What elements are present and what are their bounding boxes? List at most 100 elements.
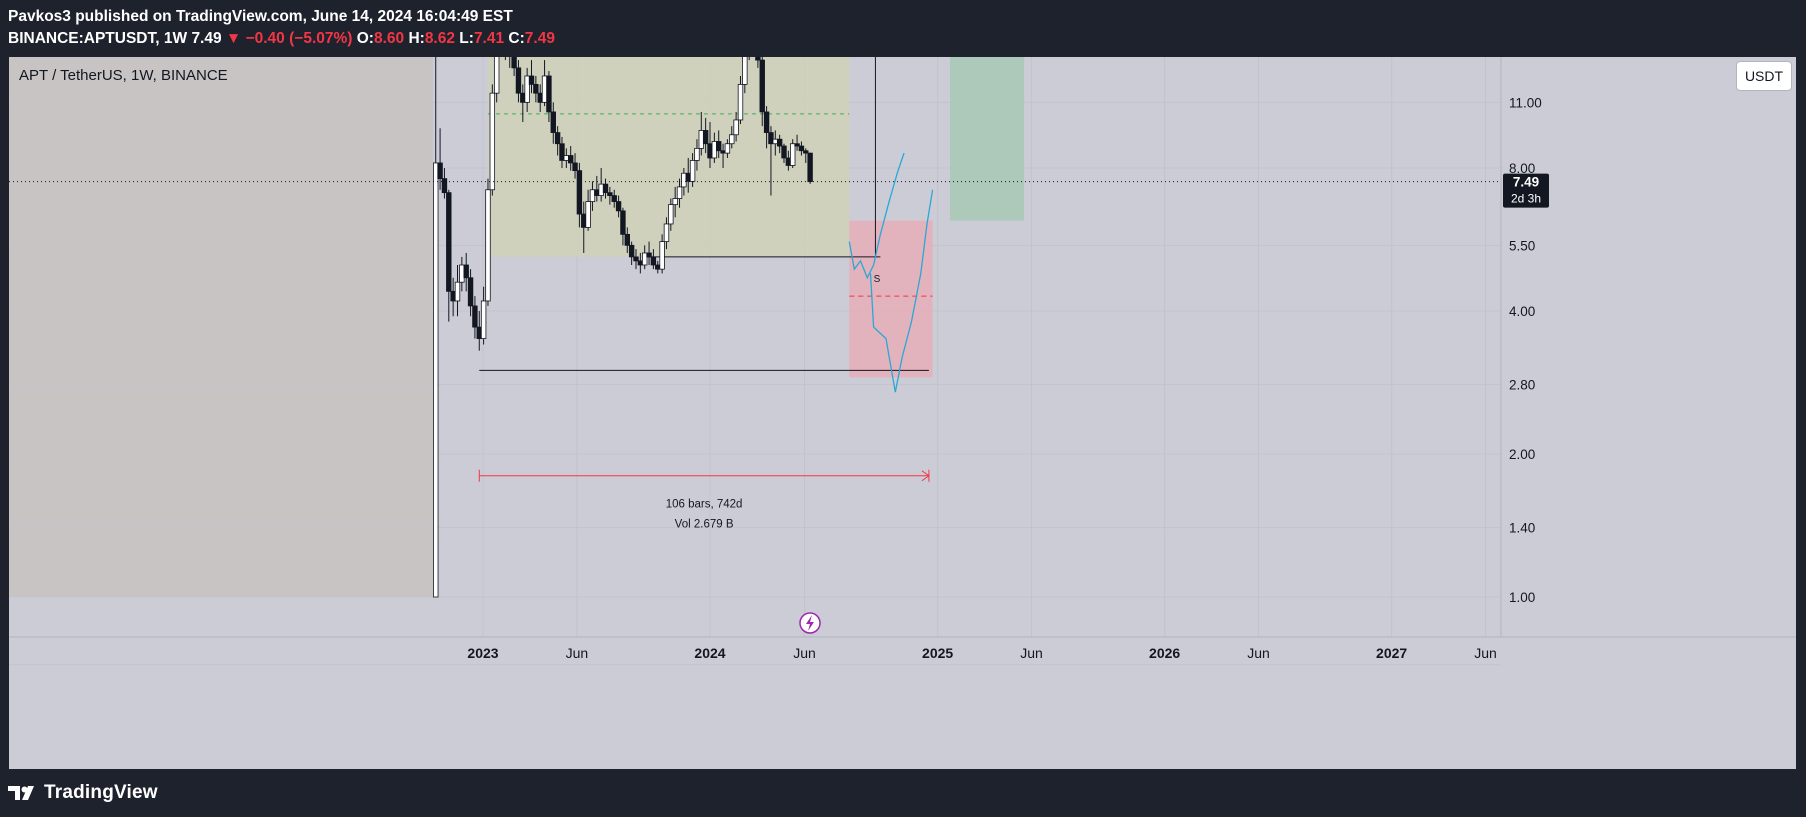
candle[interactable] (768, 126, 774, 196)
candle[interactable] (742, 57, 748, 94)
candle[interactable] (433, 57, 439, 598)
candle[interactable] (507, 57, 512, 68)
candle[interactable] (763, 106, 770, 149)
candle[interactable] (611, 189, 617, 208)
candle[interactable] (803, 148, 809, 163)
candle[interactable] (437, 128, 443, 190)
candle[interactable] (567, 146, 574, 171)
tradingview-brand[interactable]: TradingView (8, 780, 158, 806)
candle[interactable] (759, 57, 765, 127)
price-tick-label: 8.00 (1509, 161, 1535, 176)
candle[interactable] (585, 189, 591, 231)
candle-body (563, 155, 570, 161)
candle[interactable] (655, 260, 661, 274)
candle[interactable] (646, 241, 652, 265)
candle[interactable] (624, 227, 630, 253)
candle[interactable] (790, 139, 796, 169)
candle[interactable] (607, 186, 613, 205)
candle[interactable] (650, 249, 657, 270)
candle-body (711, 141, 718, 159)
projection-path-1[interactable] (848, 152, 905, 280)
candle[interactable] (441, 168, 448, 199)
candle[interactable] (511, 57, 517, 76)
currency-button[interactable]: USDT (1736, 61, 1792, 91)
candle-body (572, 162, 578, 172)
pre-listing-zone (9, 57, 433, 597)
drawings-layer[interactable]: 106 bars, 742d Vol 2.679 B S (478, 57, 1025, 531)
candle[interactable] (554, 126, 561, 156)
candle[interactable] (724, 139, 731, 158)
candle[interactable] (737, 75, 744, 125)
candle[interactable] (467, 269, 474, 317)
candle[interactable] (781, 143, 787, 163)
candle[interactable] (450, 277, 456, 317)
candle[interactable] (776, 134, 783, 154)
price-chart[interactable]: 106 bars, 742d Vol 2.679 B S 140.00100.007… (9, 57, 1796, 769)
candle-body (515, 67, 522, 94)
candle-body (790, 143, 796, 166)
candle[interactable] (559, 136, 565, 169)
candle[interactable] (472, 296, 478, 339)
candle[interactable] (493, 57, 500, 103)
candle[interactable] (755, 57, 761, 68)
marker-label: S (874, 274, 881, 285)
candle[interactable] (485, 178, 491, 306)
candle[interactable] (454, 264, 461, 317)
candle[interactable] (463, 252, 469, 292)
candle[interactable] (459, 256, 465, 292)
candle[interactable] (550, 102, 556, 144)
last-price: 7.49 (191, 30, 222, 47)
candle[interactable] (702, 117, 709, 154)
candle[interactable] (572, 153, 578, 179)
target-box[interactable] (950, 57, 1025, 221)
candle[interactable] (641, 245, 648, 270)
stop-box[interactable] (849, 220, 933, 378)
candle-body (650, 256, 657, 266)
candle[interactable] (446, 189, 452, 322)
candle-body (520, 92, 526, 103)
chart-pane[interactable]: 106 bars, 742d Vol 2.679 B S 140.00100.007… (9, 57, 1796, 769)
candle[interactable] (546, 71, 552, 122)
overlay-layer[interactable] (9, 181, 1501, 634)
candle[interactable] (515, 60, 522, 103)
candle[interactable] (689, 153, 696, 187)
candle-body (663, 223, 670, 243)
candle[interactable] (628, 241, 635, 265)
candle-body (480, 300, 487, 339)
projection-path-2[interactable] (869, 189, 934, 393)
candle[interactable] (533, 75, 539, 103)
candle-body (594, 189, 600, 196)
candle[interactable] (716, 130, 722, 158)
candles-layer[interactable] (433, 57, 813, 598)
last-price-tag[interactable] (1503, 173, 1549, 208)
candle[interactable] (524, 67, 530, 112)
candle[interactable] (729, 126, 735, 149)
candle[interactable] (528, 60, 535, 94)
axes-layer[interactable]: 140.00100.0070.0050.0034.0024.0016.0011.… (9, 57, 1796, 769)
candle[interactable] (659, 234, 665, 274)
candle[interactable] (694, 139, 700, 171)
candle[interactable] (733, 111, 739, 142)
candle-body (659, 241, 665, 270)
measure-volume-label: Vol 2.679 B (675, 519, 734, 531)
candle[interactable] (576, 162, 583, 228)
time-tick-label: 2025 (922, 645, 953, 661)
candle-body (620, 210, 626, 235)
candle[interactable] (489, 84, 496, 196)
candle[interactable] (668, 198, 674, 231)
price-tick-label: 5.50 (1509, 238, 1535, 253)
candle[interactable] (476, 311, 482, 351)
candle[interactable] (615, 195, 622, 218)
candle[interactable] (633, 249, 639, 270)
candle[interactable] (798, 141, 805, 156)
candle[interactable] (663, 217, 670, 250)
candle[interactable] (480, 286, 487, 345)
candle[interactable] (794, 134, 800, 151)
candle-body (454, 281, 461, 302)
candle-body (716, 141, 722, 152)
candle[interactable] (676, 178, 683, 208)
candle[interactable] (807, 152, 813, 184)
candle-body (646, 252, 652, 258)
candle[interactable] (620, 207, 626, 246)
candle[interactable] (672, 186, 678, 218)
